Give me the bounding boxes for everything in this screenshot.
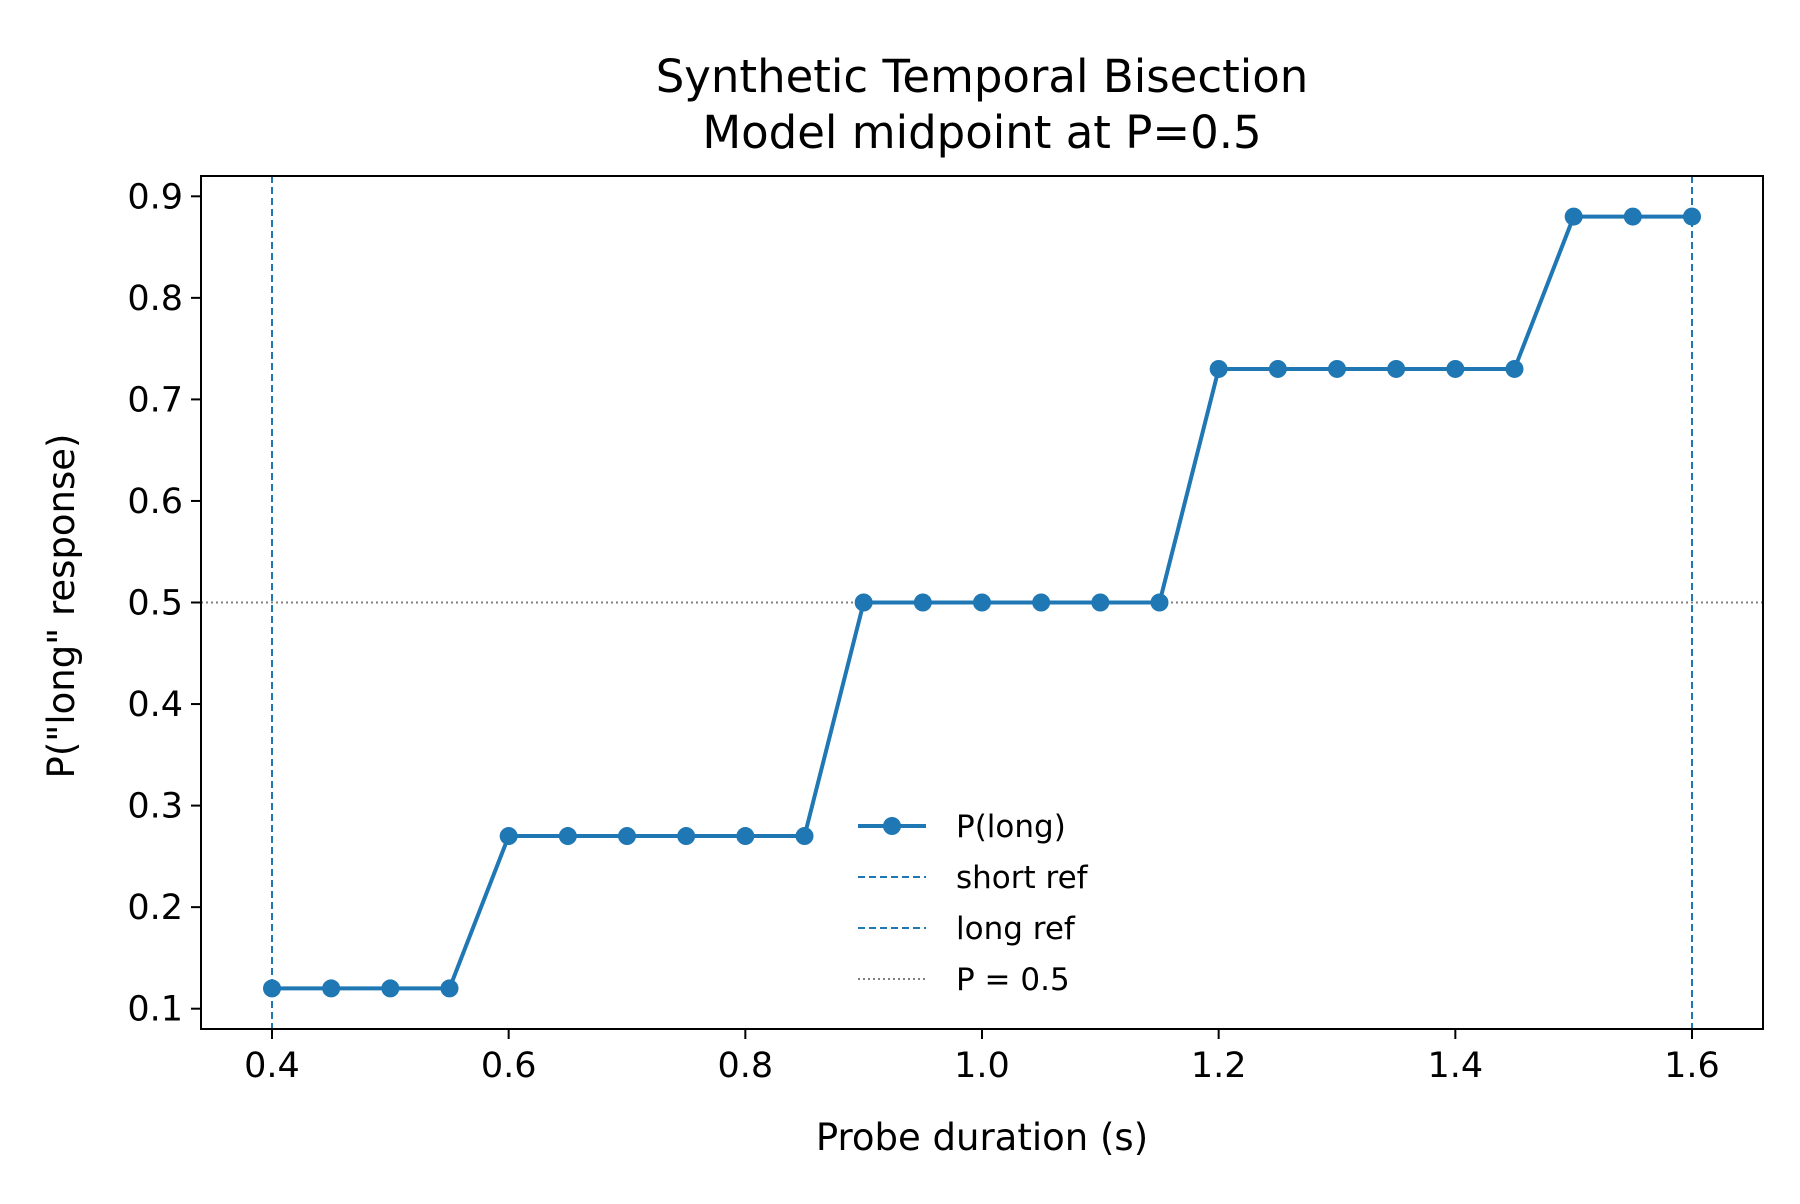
x-tick-label: 1.2 <box>1191 1046 1247 1086</box>
data-point-6 <box>618 827 636 846</box>
data-point-3 <box>440 979 459 998</box>
x-axis-label: Probe duration (s) <box>816 1116 1148 1159</box>
y-tick-label: 0.3 <box>127 787 183 827</box>
legend-label-3: P = 0.5 <box>956 962 1070 998</box>
data-point-19 <box>1387 359 1406 378</box>
data-point-20 <box>1446 359 1465 378</box>
x-tick-label: 1.4 <box>1427 1046 1483 1086</box>
y-tick-label: 0.2 <box>127 888 183 928</box>
y-tick-label: 0.1 <box>127 990 183 1030</box>
x-tick-label: 0.8 <box>717 1046 773 1086</box>
legend-label-0: P(long) <box>956 809 1066 845</box>
data-point-9 <box>795 827 814 846</box>
x-tick-label: 0.4 <box>244 1046 300 1086</box>
chart-title: Synthetic Temporal Bisection <box>656 50 1309 103</box>
data-point-15 <box>1150 593 1169 612</box>
y-tick-label: 0.8 <box>127 279 183 319</box>
legend-marker-0 <box>883 817 901 835</box>
y-tick-label: 0.4 <box>127 685 183 725</box>
legend: P(long) short ref long ref P = 0.5 <box>858 809 1089 998</box>
chart-subtitle: Model midpoint at P=0.5 <box>702 106 1261 159</box>
data-point-17 <box>1268 359 1287 378</box>
y-tick-label: 0.9 <box>127 177 183 217</box>
y-tick-label: 0.5 <box>127 584 183 624</box>
plot-area: 0.4 0.6 0.8 1.0 1.2 1.4 1.6 0.1 0.2 0.3 0.4 0.5 0.6 0… <box>127 175 1764 1086</box>
data-point-2 <box>381 979 400 998</box>
data-point-5 <box>558 827 577 846</box>
legend-label-2: long ref <box>956 911 1076 947</box>
x-tick-label: 0.6 <box>481 1046 537 1086</box>
y-axis-label: P("long" response) <box>40 434 83 779</box>
data-point-11 <box>913 593 932 612</box>
data-point-22 <box>1564 207 1583 226</box>
data-point-14 <box>1091 593 1110 612</box>
data-point-18 <box>1328 359 1346 378</box>
data-point-1 <box>322 979 341 998</box>
data-point-10 <box>854 593 873 612</box>
y-tick-label: 0.6 <box>127 482 183 522</box>
data-point-12 <box>973 593 991 612</box>
data-point-4 <box>499 827 518 846</box>
legend-label-1: short ref <box>956 860 1089 896</box>
data-point-16 <box>1209 359 1228 378</box>
data-point-13 <box>1032 593 1051 612</box>
x-tick-label: 1.0 <box>954 1046 1010 1086</box>
data-point-23 <box>1623 207 1642 226</box>
data-point-8 <box>736 827 755 846</box>
data-point-21 <box>1505 359 1524 378</box>
data-point-0 <box>263 979 281 998</box>
data-point-7 <box>677 827 696 846</box>
data-point-24 <box>1683 207 1701 226</box>
y-tick-label: 0.7 <box>127 380 183 420</box>
x-tick-label: 1.6 <box>1664 1046 1720 1086</box>
